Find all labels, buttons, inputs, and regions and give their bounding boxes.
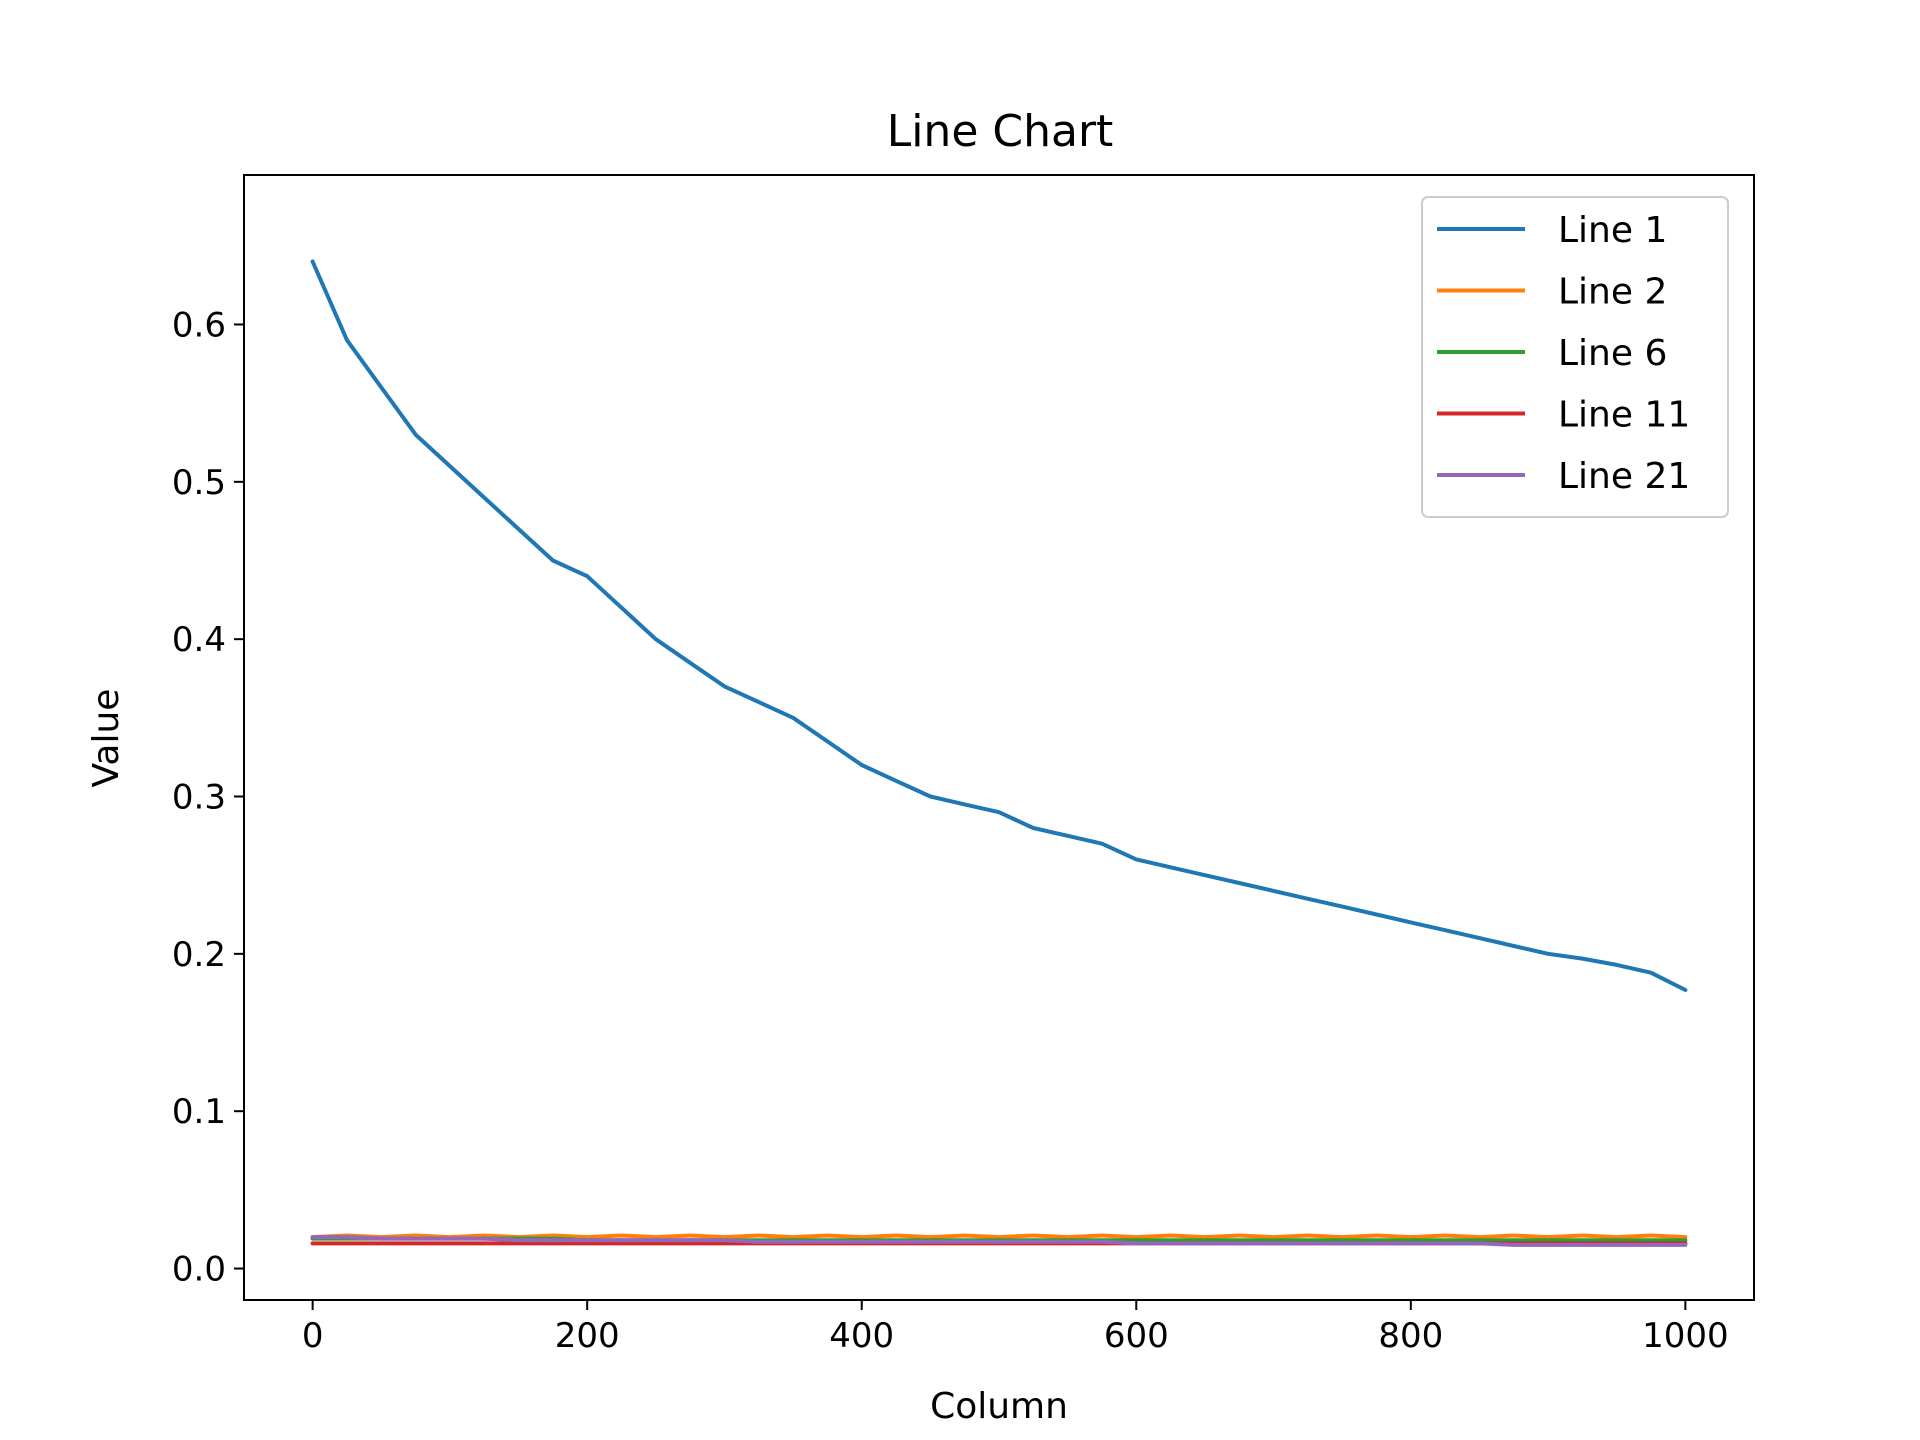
chart-title: Line Chart [887, 106, 1114, 157]
x-axis: 0 200 400 600 800 1000 [302, 1300, 1729, 1356]
legend: Line 1 Line 2 Line 6 Line 11 Line 21 [1421, 196, 1729, 518]
series-line-1 [310, 259, 1688, 992]
legend-box [1421, 196, 1729, 518]
y-tick-label: 0.1 [172, 1092, 226, 1132]
y-axis: 0.0 0.1 0.2 0.3 0.4 0.5 0.6 [172, 305, 244, 1290]
x-tick-label: 600 [1104, 1316, 1169, 1356]
y-tick-label: 0.6 [172, 305, 226, 345]
x-tick-label: 0 [302, 1316, 324, 1356]
x-tick-label: 200 [555, 1316, 620, 1356]
x-axis-label: Column [930, 1386, 1068, 1427]
series-layer [310, 259, 1688, 1247]
y-tick-label: 0.5 [172, 463, 226, 503]
plot-frame [243, 174, 1755, 1301]
series-line-2 [310, 1233, 1688, 1240]
x-tick-label: 1000 [1642, 1316, 1729, 1356]
legend-label: Line 21 [1558, 456, 1690, 497]
y-tick-label: 0.3 [172, 778, 226, 818]
y-tick-label: 0.2 [172, 935, 226, 975]
series-line-5 [310, 1235, 1688, 1247]
x-tick-label: 800 [1378, 1316, 1443, 1356]
legend-label: Line 1 [1558, 210, 1667, 251]
x-tick-label: 400 [829, 1316, 894, 1356]
legend-label: Line 6 [1558, 333, 1667, 374]
legend-label: Line 11 [1558, 395, 1690, 436]
y-tick-label: 0.4 [172, 620, 226, 660]
legend-label: Line 2 [1558, 272, 1667, 313]
y-axis-label: Value [86, 689, 127, 788]
y-tick-label: 0.0 [172, 1250, 226, 1290]
